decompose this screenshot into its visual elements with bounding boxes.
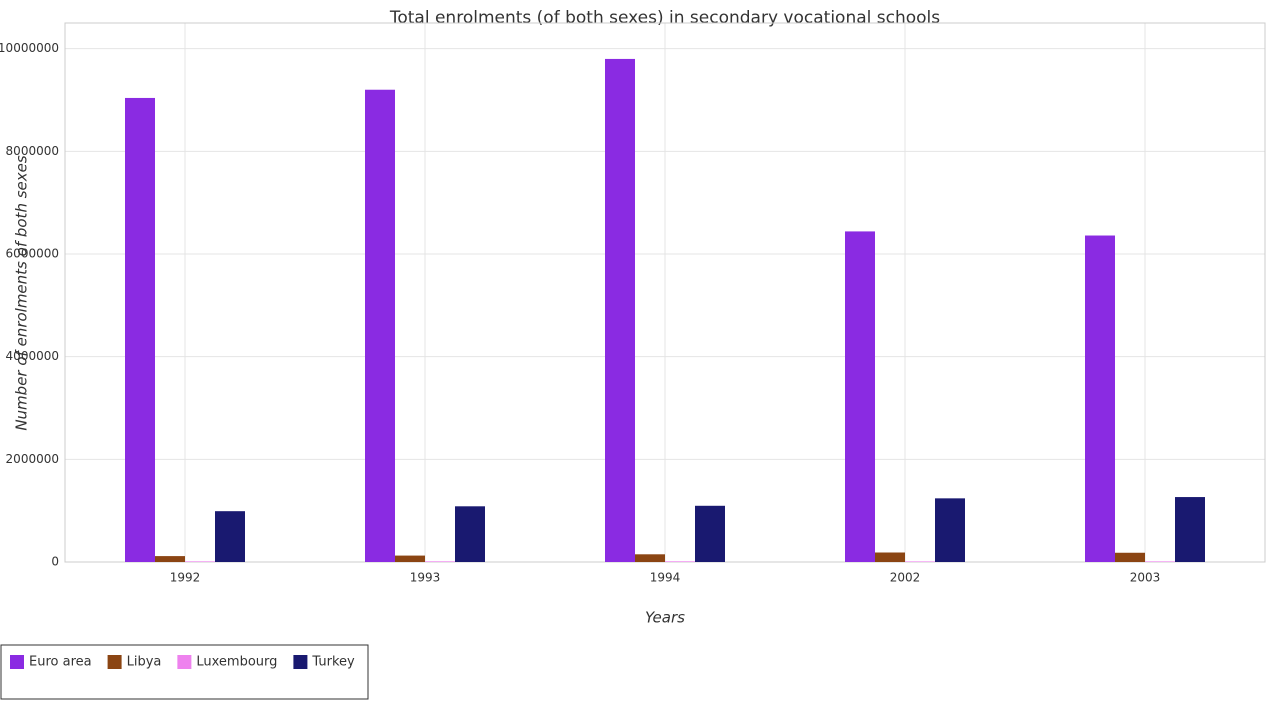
legend-label: Libya xyxy=(127,655,162,670)
legend-label: Luxembourg xyxy=(196,655,277,670)
bar xyxy=(125,97,155,563)
bar xyxy=(635,554,665,562)
legend-swatch xyxy=(293,655,308,669)
bar xyxy=(1145,561,1175,562)
x-tick-label: 2003 xyxy=(1130,571,1161,585)
y-tick-label: 6000000 xyxy=(6,247,59,261)
legend-swatch xyxy=(177,655,192,669)
bar xyxy=(695,505,725,562)
x-tick-label: 1992 xyxy=(170,571,201,585)
bar xyxy=(845,231,875,562)
x-tick-label: 1993 xyxy=(410,571,441,585)
y-tick-label: 8000000 xyxy=(6,144,59,158)
bar xyxy=(185,561,215,562)
y-axis-label: Number of enrolments of both sexes xyxy=(13,155,31,431)
y-tick-label: 4000000 xyxy=(6,349,59,363)
x-tick-label: 2002 xyxy=(890,571,921,585)
bar xyxy=(1085,235,1115,562)
bar xyxy=(215,511,245,562)
bar xyxy=(455,506,485,562)
bar xyxy=(875,552,905,562)
bar xyxy=(905,561,935,562)
y-tick-label: 0 xyxy=(51,555,59,569)
bar xyxy=(935,498,965,562)
legend-label: Turkey xyxy=(311,655,355,670)
bar xyxy=(395,555,425,562)
bar xyxy=(425,561,455,562)
legend-box xyxy=(0,644,369,700)
bar xyxy=(1115,552,1145,562)
legend-swatch xyxy=(10,655,24,669)
x-axis-label: Years xyxy=(645,609,685,627)
y-tick-label: 2000000 xyxy=(6,452,59,466)
legend-label: Euro area xyxy=(29,655,92,670)
bar xyxy=(155,556,185,562)
legend-swatch xyxy=(107,655,122,669)
bar xyxy=(1175,497,1205,562)
bar xyxy=(605,58,635,562)
bar xyxy=(365,89,395,562)
x-tick-label: 1994 xyxy=(650,571,681,585)
bar xyxy=(665,561,695,562)
y-tick-label: 10000000 xyxy=(0,41,59,55)
